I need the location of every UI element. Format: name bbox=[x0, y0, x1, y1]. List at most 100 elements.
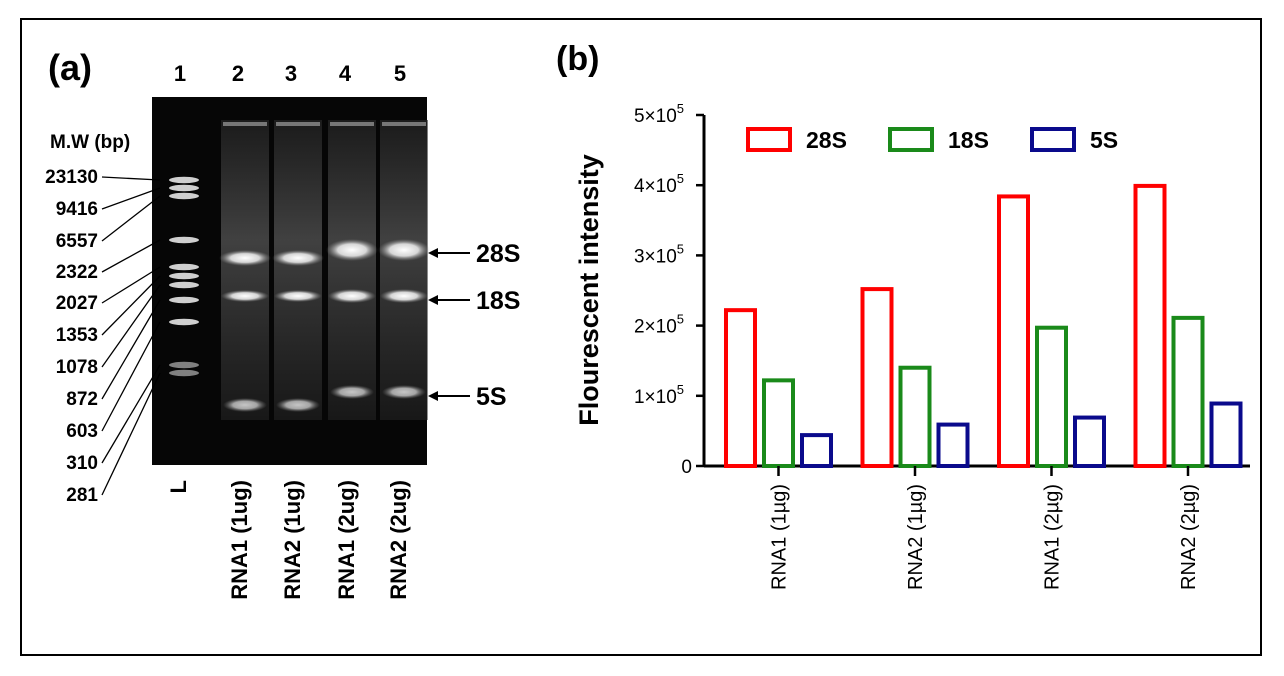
bar-28s bbox=[1133, 183, 1167, 468]
bar-18s bbox=[762, 378, 795, 468]
bar-18s bbox=[1035, 325, 1068, 468]
sample-labels: RNA1 (1ug) RNA2 (1ug) RNA1 (2ug) RNA2 (2ug) bbox=[227, 480, 411, 600]
marker-pointer bbox=[101, 195, 161, 242]
marker-label-6557: 6557 bbox=[56, 231, 98, 252]
bar-18s bbox=[898, 365, 932, 468]
lane-number-1: 1 bbox=[174, 61, 186, 86]
x-tick-label: RNA2 (2µg) bbox=[1178, 484, 1200, 590]
ladder-band bbox=[169, 176, 199, 184]
band-5s bbox=[330, 385, 374, 399]
marker-pointer-lines bbox=[101, 176, 161, 496]
sample-label: RNA2 (2ug) bbox=[386, 480, 411, 600]
band-28s bbox=[378, 239, 430, 261]
marker-label-9416: 9416 bbox=[56, 199, 98, 220]
ladder-label: L bbox=[166, 480, 191, 493]
marker-labels: 23130 9416 6557 2322 2027 1353 1078 872 603 310 28… bbox=[45, 167, 98, 506]
bar-5s bbox=[936, 422, 970, 468]
marker-label-281: 281 bbox=[66, 485, 98, 506]
marker-label-23130: 23130 bbox=[45, 167, 98, 188]
panel-b-label: (b) bbox=[556, 40, 599, 78]
band-28s bbox=[326, 239, 378, 261]
well bbox=[223, 122, 267, 126]
bar-5s bbox=[800, 433, 833, 468]
y-tick-label: 0 bbox=[681, 457, 692, 478]
legend-label-18s: 18S bbox=[948, 127, 989, 153]
band-5s bbox=[223, 398, 267, 412]
lane-numbers: 1 2 3 4 5 bbox=[174, 61, 406, 86]
band-arrow-head bbox=[428, 295, 438, 305]
marker-label-2322: 2322 bbox=[56, 262, 98, 283]
marker-label-1353: 1353 bbox=[56, 325, 98, 346]
band-label-28s: 28S bbox=[476, 240, 520, 268]
ladder-band bbox=[169, 281, 199, 289]
ladder-band bbox=[169, 263, 199, 271]
lane-smear bbox=[328, 120, 376, 420]
well bbox=[276, 122, 320, 126]
x-tick-label: RNA2 (1µg) bbox=[905, 484, 927, 590]
band-5s bbox=[382, 385, 426, 399]
band-18s bbox=[221, 290, 269, 302]
x-tick-label: RNA1 (1µg) bbox=[769, 484, 791, 590]
legend-swatch-18s bbox=[888, 127, 934, 152]
bar-5s bbox=[1073, 415, 1106, 469]
sample-label: RNA1 (2ug) bbox=[334, 480, 359, 600]
ladder-band bbox=[169, 192, 199, 200]
sample-label: RNA1 (1ug) bbox=[227, 480, 252, 600]
band-18s bbox=[380, 289, 428, 303]
ladder-band bbox=[169, 236, 199, 244]
marker-pointer bbox=[101, 239, 161, 273]
well bbox=[330, 122, 374, 126]
band-labels: 28S 18S 5S bbox=[428, 240, 520, 411]
bar-28s bbox=[860, 287, 894, 469]
lane-number-5: 5 bbox=[394, 61, 406, 86]
bar-chart: 0 1×105 2×105 3×105 4×105 5×105 RNA1 (1µg) RNA2… bbox=[634, 101, 1250, 590]
marker-pointer bbox=[101, 275, 161, 336]
ladder-band bbox=[169, 296, 199, 304]
legend-label-5s: 5S bbox=[1090, 127, 1118, 153]
band-label-18s: 18S bbox=[476, 287, 520, 315]
ladder-band bbox=[169, 184, 199, 192]
ladder-band bbox=[169, 318, 199, 326]
y-tick-label: 2×105 bbox=[634, 312, 684, 338]
marker-pointer bbox=[101, 266, 161, 304]
lane-number-3: 3 bbox=[285, 61, 297, 86]
legend-swatch-5s bbox=[1030, 127, 1076, 152]
bar-28s bbox=[997, 194, 1030, 468]
well bbox=[382, 122, 426, 126]
band-arrow-head bbox=[428, 248, 438, 258]
lane-smear bbox=[380, 120, 428, 420]
ladder-band bbox=[169, 361, 199, 369]
band-18s bbox=[328, 289, 376, 303]
marker-pointer bbox=[101, 364, 161, 464]
y-tick-label: 3×105 bbox=[634, 241, 684, 267]
band-18s bbox=[274, 290, 322, 302]
band-28s bbox=[272, 250, 324, 266]
band-label-5s: 5S bbox=[476, 383, 507, 411]
legend-swatch-28s bbox=[746, 127, 792, 152]
bar-18s bbox=[1171, 315, 1205, 468]
bar-5s bbox=[1209, 401, 1243, 469]
band-28s bbox=[219, 250, 271, 266]
marker-pointer bbox=[101, 372, 161, 496]
figure-frame bbox=[20, 18, 1262, 656]
marker-pointer bbox=[101, 187, 161, 210]
ladder-band bbox=[169, 369, 199, 377]
bar-28s bbox=[724, 308, 757, 468]
marker-label-872: 872 bbox=[66, 389, 98, 410]
panel-a-label: (a) bbox=[48, 47, 92, 88]
y-tick-label: 5×105 bbox=[634, 101, 684, 127]
ladder-band bbox=[169, 272, 199, 280]
mw-header: M.W (bp) bbox=[50, 132, 130, 153]
band-arrow-head bbox=[428, 391, 438, 401]
y-tick-label: 1×105 bbox=[634, 382, 684, 408]
lane-number-4: 4 bbox=[339, 61, 352, 86]
lane-number-2: 2 bbox=[232, 61, 244, 86]
marker-label-2027: 2027 bbox=[56, 293, 98, 314]
sample-label: RNA2 (1ug) bbox=[280, 480, 305, 600]
band-5s bbox=[276, 398, 320, 412]
legend-label-28s: 28S bbox=[806, 127, 847, 153]
marker-pointer bbox=[101, 284, 161, 368]
marker-pointer bbox=[101, 176, 161, 181]
marker-label-1078: 1078 bbox=[56, 357, 98, 378]
lane-smear bbox=[274, 120, 322, 420]
